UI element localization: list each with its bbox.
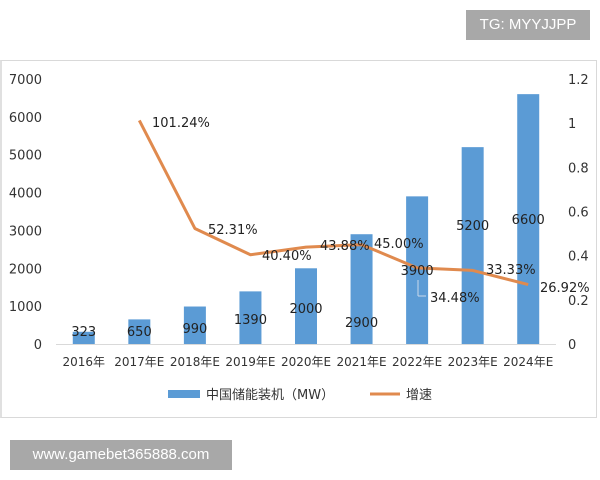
bar — [295, 268, 317, 344]
x-tick-label: 2024年E — [503, 355, 553, 369]
bar-value-label: 2900 — [345, 316, 378, 331]
right-tick-label: 0.8 — [568, 161, 589, 176]
right-tick-label: 0.2 — [568, 294, 589, 309]
legend-line-label: 增速 — [406, 388, 432, 403]
x-tick-label: 2017年E — [114, 355, 164, 369]
bar-value-label: 5200 — [456, 219, 489, 234]
left-tick-label: 4000 — [9, 187, 42, 202]
bar — [183, 306, 206, 344]
line-data-labels: 101.24% 52.31% 40.40% 43.88% 45.00% 34.48% 33.… — [152, 116, 590, 306]
left-tick-label: 0 — [34, 338, 42, 353]
bar-value-label: 6600 — [512, 213, 545, 228]
right-axis-ticks: 0 0.2 0.4 0.6 0.8 1 1.2 — [568, 73, 589, 353]
right-tick-label: 1.2 — [568, 73, 589, 88]
bar-value-label: 650 — [127, 325, 152, 340]
right-tick-label: 1 — [568, 117, 576, 132]
left-tick-label: 5000 — [9, 149, 42, 164]
x-axis-labels: 2016年 2017年E 2018年E 2019年E 2020年E 2021年E 2022年… — [63, 355, 554, 369]
growth-value-label: 26.92% — [540, 281, 590, 296]
left-tick-label: 2000 — [9, 262, 42, 277]
x-tick-label: 2020年E — [281, 355, 331, 369]
bar-value-label: 1390 — [234, 313, 267, 328]
legend-bar-label: 中国储能装机（MW） — [206, 388, 334, 403]
left-axis-ticks: 0 1000 2000 3000 4000 5000 6000 7000 — [9, 73, 42, 353]
right-tick-label: 0.4 — [568, 250, 589, 265]
watermark-top: TG: MYYJJPP — [466, 10, 590, 40]
growth-value-label: 43.88% — [320, 239, 370, 254]
growth-value-label: 40.40% — [262, 249, 312, 264]
left-tick-label: 6000 — [9, 111, 42, 126]
bar-series — [72, 94, 540, 345]
bar-data-labels: 323 650 990 1390 2000 2900 3900 5200 6600 — [71, 213, 544, 340]
left-tick-label: 1000 — [9, 300, 42, 315]
growth-value-label: 101.24% — [152, 116, 210, 131]
x-tick-label: 2022年E — [392, 355, 442, 369]
bar-value-label: 3900 — [401, 264, 434, 279]
watermark-bottom: www.gamebet365888.com — [10, 440, 232, 470]
bar-value-label: 2000 — [289, 302, 322, 317]
growth-value-label: 33.33% — [486, 263, 536, 278]
x-tick-label: 2021年E — [336, 355, 386, 369]
left-tick-label: 7000 — [9, 73, 42, 88]
chart-frame — [0, 60, 597, 418]
growth-line — [137, 119, 529, 287]
bar-value-label: 990 — [182, 322, 207, 337]
x-tick-label: 2023年E — [448, 355, 498, 369]
bar — [350, 234, 373, 344]
bar — [461, 147, 484, 344]
growth-value-label: 52.31% — [208, 223, 258, 238]
bar-value-label: 323 — [71, 325, 96, 340]
left-tick-label: 3000 — [9, 224, 42, 239]
x-tick-label: 2016年 — [63, 355, 106, 369]
bar — [72, 331, 95, 344]
right-tick-label: 0 — [568, 338, 576, 353]
growth-value-label: 45.00% — [374, 237, 424, 252]
bar — [239, 291, 262, 344]
x-tick-label: 2018年E — [170, 355, 220, 369]
x-tick-label: 2019年E — [225, 355, 275, 369]
bar — [517, 94, 540, 345]
bar — [406, 196, 429, 344]
bar — [128, 319, 151, 344]
right-tick-label: 0.6 — [568, 206, 589, 221]
legend-bar-swatch — [168, 390, 200, 398]
legend: 中国储能装机（MW） 增速 — [168, 388, 432, 403]
growth-value-label: 34.48% — [430, 291, 480, 306]
